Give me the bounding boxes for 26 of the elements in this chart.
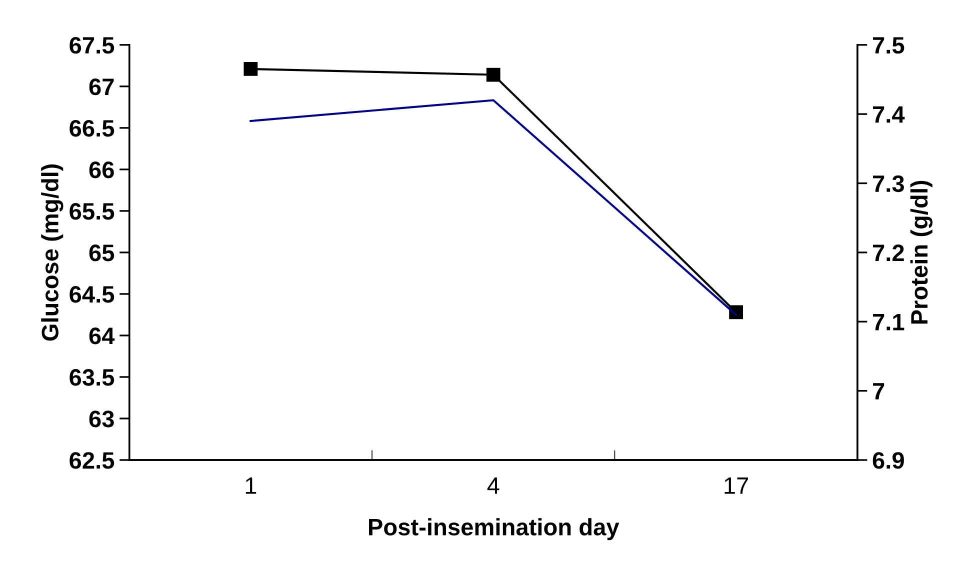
y-tick-label: 65.5 [70, 203, 114, 220]
point [486, 68, 500, 82]
point [244, 62, 258, 76]
y-tick-label: 64 [89, 328, 115, 344]
y2-tick-label: 7.4 [873, 106, 905, 123]
y-tick-label: 63.5 [70, 369, 114, 386]
y2-tick-label: 7 [873, 383, 884, 400]
y2-tick-label: 7.5 [873, 37, 904, 54]
y2-tick-label: 7.2 [873, 244, 904, 262]
y-axis-title: Glucose (mg/dl) [41, 164, 64, 341]
y-tick-label: 67 [89, 78, 114, 96]
y2-tick-label: 7.1 [873, 314, 904, 330]
y-tick-label: 66.5 [70, 120, 114, 137]
y2-tick-label: 7.3 [873, 175, 904, 192]
y-tick-label: 66 [89, 161, 114, 178]
y-tick-label: 65 [89, 244, 114, 262]
y2-tick-label: 6.9 [872, 452, 904, 469]
x-tick-label: 17 [724, 478, 748, 494]
y-tick-label: 67.5 [70, 36, 114, 54]
x-axis-title: Post-insemination day [369, 518, 620, 540]
y-tick-label: 63 [89, 410, 114, 428]
y2-axis-title: Protein (g/dl) [910, 180, 932, 324]
y-tick-label: 62.5 [70, 452, 114, 469]
x-tick-label: 1 [246, 478, 256, 494]
x-tick-label: 4 [487, 478, 500, 494]
y-tick-label: 64.5 [70, 286, 114, 303]
